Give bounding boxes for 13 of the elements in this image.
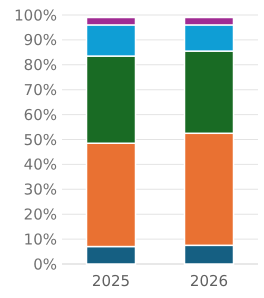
x-tick-label: 2025: [92, 272, 130, 290]
y-tick-label: 50%: [24, 130, 57, 149]
y-tick-label: 70%: [24, 80, 57, 99]
y-tick-label: 0%: [33, 255, 57, 274]
y-tick-label: 10%: [24, 230, 57, 248]
y-tick-label: 100%: [14, 6, 57, 24]
y-tick-label: 60%: [24, 106, 57, 124]
y-tick-label: 90%: [24, 31, 57, 50]
x-tick-label: 2026: [190, 272, 228, 290]
y-tick-label: 20%: [24, 205, 57, 224]
y-tick-label: 80%: [24, 56, 57, 74]
y-tick-label: 40%: [24, 156, 57, 174]
y-tick-label: 30%: [24, 180, 57, 199]
